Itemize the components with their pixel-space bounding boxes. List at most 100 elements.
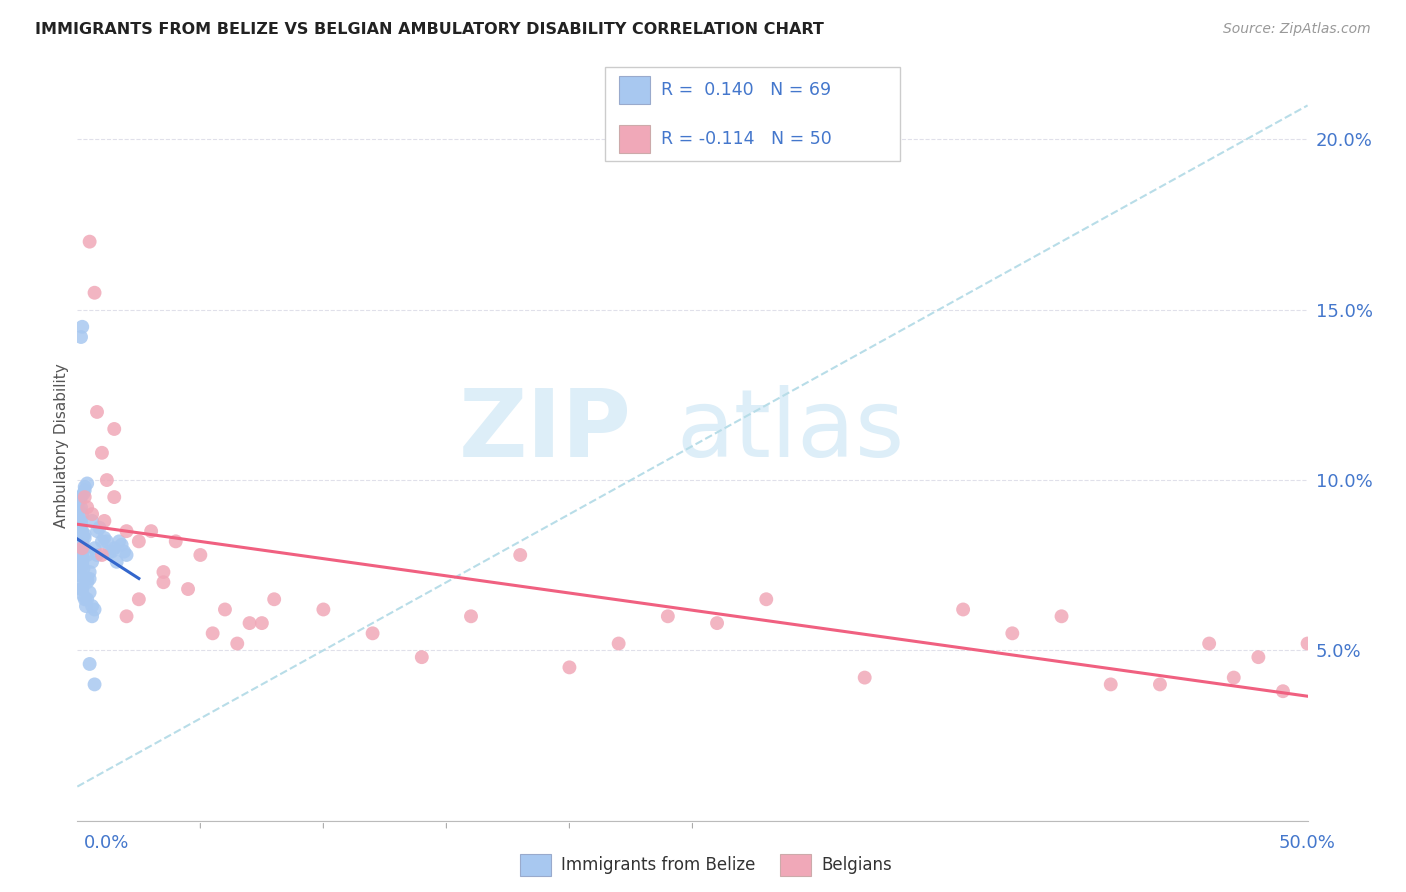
Point — [101, 544, 124, 558]
Point — [76, 572, 98, 586]
Point — [706, 616, 728, 631]
Point — [83, 285, 105, 300]
Point — [72, 486, 94, 500]
Point — [558, 660, 581, 674]
Point — [239, 616, 262, 631]
Point — [250, 616, 273, 631]
Point — [82, 507, 104, 521]
Text: Belgians: Belgians — [821, 855, 891, 874]
Text: R = -0.114   N = 50: R = -0.114 N = 50 — [661, 130, 831, 148]
Point — [73, 592, 96, 607]
Point — [79, 657, 101, 671]
Point — [73, 541, 96, 556]
Point — [128, 592, 150, 607]
Point — [226, 636, 249, 650]
Text: 0.0%: 0.0% — [84, 834, 129, 852]
Point — [83, 677, 105, 691]
Point — [177, 582, 200, 596]
Point — [70, 319, 93, 334]
Point — [73, 480, 96, 494]
Point — [165, 534, 187, 549]
Point — [90, 534, 114, 549]
Point — [75, 599, 97, 613]
Point — [201, 626, 224, 640]
Text: R =  0.140   N = 69: R = 0.140 N = 69 — [661, 81, 831, 99]
Point — [657, 609, 679, 624]
Point — [111, 538, 132, 552]
Point — [115, 524, 138, 538]
Point — [1001, 626, 1024, 640]
Point — [76, 575, 98, 590]
Point — [214, 602, 236, 616]
Point — [73, 527, 96, 541]
Point — [115, 609, 138, 624]
Point — [93, 514, 115, 528]
Point — [70, 582, 93, 596]
Point — [70, 524, 93, 538]
Point — [76, 592, 98, 607]
Point — [70, 579, 93, 593]
Point — [70, 490, 93, 504]
Point — [79, 565, 101, 579]
Point — [69, 524, 91, 538]
Point — [70, 555, 93, 569]
Point — [70, 582, 93, 596]
Point — [82, 514, 104, 528]
Point — [86, 524, 108, 538]
Point — [70, 555, 93, 569]
Point — [72, 589, 94, 603]
Point — [112, 544, 135, 558]
Point — [70, 568, 93, 582]
Point — [93, 531, 115, 545]
Point — [82, 555, 104, 569]
Text: IMMIGRANTS FROM BELIZE VS BELGIAN AMBULATORY DISABILITY CORRELATION CHART: IMMIGRANTS FROM BELIZE VS BELGIAN AMBULA… — [35, 22, 824, 37]
Point — [312, 602, 335, 616]
Point — [70, 541, 93, 556]
Point — [76, 548, 98, 562]
Point — [509, 548, 531, 562]
Point — [1223, 671, 1246, 685]
Text: atlas: atlas — [676, 385, 905, 477]
Point — [70, 548, 93, 562]
Point — [70, 330, 93, 344]
Point — [460, 609, 482, 624]
Point — [76, 500, 98, 515]
Point — [89, 521, 111, 535]
Point — [108, 534, 131, 549]
Point — [70, 531, 93, 545]
Point — [152, 565, 174, 579]
Point — [90, 548, 114, 562]
Point — [361, 626, 384, 640]
Point — [73, 483, 96, 498]
Point — [86, 548, 108, 562]
Y-axis label: Ambulatory Disability: Ambulatory Disability — [53, 364, 69, 528]
Point — [79, 572, 101, 586]
Point — [188, 548, 212, 562]
Point — [69, 514, 91, 528]
Point — [103, 541, 125, 556]
Point — [70, 548, 93, 562]
Point — [1198, 636, 1220, 650]
Point — [103, 490, 125, 504]
Text: 50.0%: 50.0% — [1279, 834, 1336, 852]
Point — [69, 504, 91, 518]
Point — [853, 671, 876, 685]
Point — [82, 599, 104, 613]
Point — [69, 534, 91, 549]
Point — [141, 524, 163, 538]
Point — [1099, 677, 1122, 691]
Point — [1272, 684, 1295, 698]
Point — [69, 541, 91, 556]
Point — [90, 446, 114, 460]
Point — [952, 602, 974, 616]
Point — [1149, 677, 1171, 691]
Point — [607, 636, 630, 650]
Point — [70, 500, 93, 515]
Point — [263, 592, 285, 607]
Point — [1247, 650, 1270, 665]
Point — [70, 527, 93, 541]
Point — [152, 575, 174, 590]
Point — [128, 534, 150, 549]
Point — [755, 592, 778, 607]
Point — [73, 531, 96, 545]
